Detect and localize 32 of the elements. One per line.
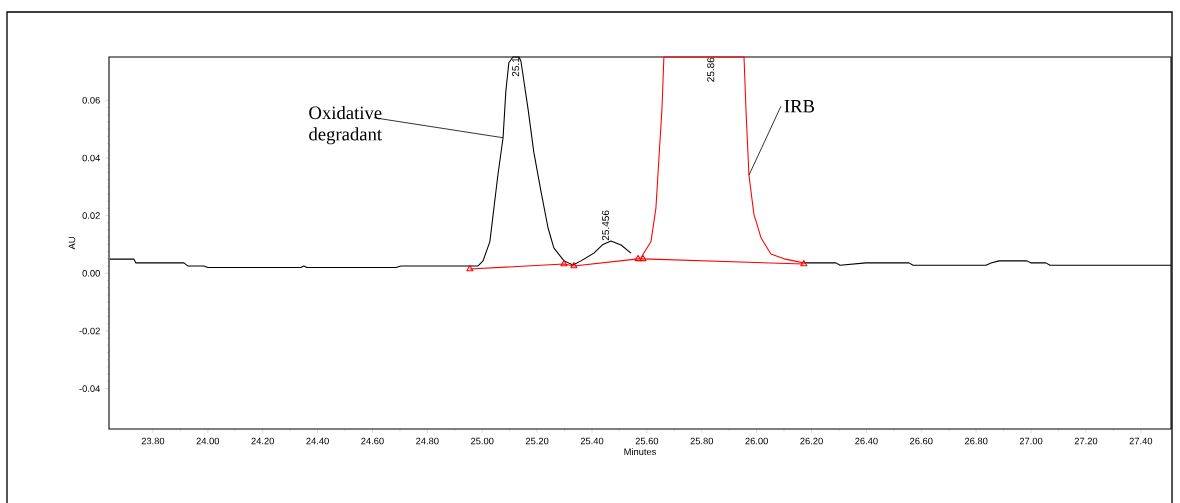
x-tick-label: 24.00 <box>196 437 220 445</box>
x-tick-label: 24.40 <box>306 437 329 445</box>
x-tick-label: 26.20 <box>800 437 823 445</box>
y-tick-label: 0.00 <box>82 269 100 277</box>
x-tick-label: 25.00 <box>471 437 494 445</box>
x-tick-label: 27.00 <box>1019 437 1043 445</box>
y-tick-label: -0.02 <box>79 327 100 335</box>
x-tick-label: 27.40 <box>1129 437 1153 445</box>
y-tick-label: 0.02 <box>82 212 100 219</box>
x-tick-label: 25.60 <box>635 437 659 445</box>
x-tick-label: 26.40 <box>855 437 878 445</box>
x-tick-label: 24.60 <box>361 437 384 445</box>
x-tick-label: 23.80 <box>141 437 165 445</box>
y-tick-label: 0.04 <box>82 154 101 162</box>
x-tick-label: 26.60 <box>910 437 933 445</box>
x-tick-label: 25.40 <box>580 437 604 445</box>
x-tick-label: 24.20 <box>251 437 274 445</box>
annotation: 25.86 <box>707 57 715 82</box>
annotation: 25.456 <box>602 210 610 241</box>
annotation: IRB <box>784 100 815 113</box>
x-tick-label: 24.80 <box>416 437 439 445</box>
x-tick-label: 25.20 <box>525 437 549 445</box>
y-tick-label: 0.06 <box>82 96 100 104</box>
x-axis-title: Minutes <box>624 448 657 455</box>
x-tick-label: 27.20 <box>1074 437 1098 445</box>
annotation: Oxidative degradant <box>309 106 382 145</box>
y-tick-label: -0.04 <box>79 385 101 392</box>
annotation: 25.1 <box>512 57 520 77</box>
x-tick-label: 26.80 <box>964 437 988 445</box>
x-tick-label: 25.80 <box>690 437 714 445</box>
y-axis-title: AU <box>68 237 76 250</box>
x-tick-label: 26.00 <box>745 437 768 445</box>
